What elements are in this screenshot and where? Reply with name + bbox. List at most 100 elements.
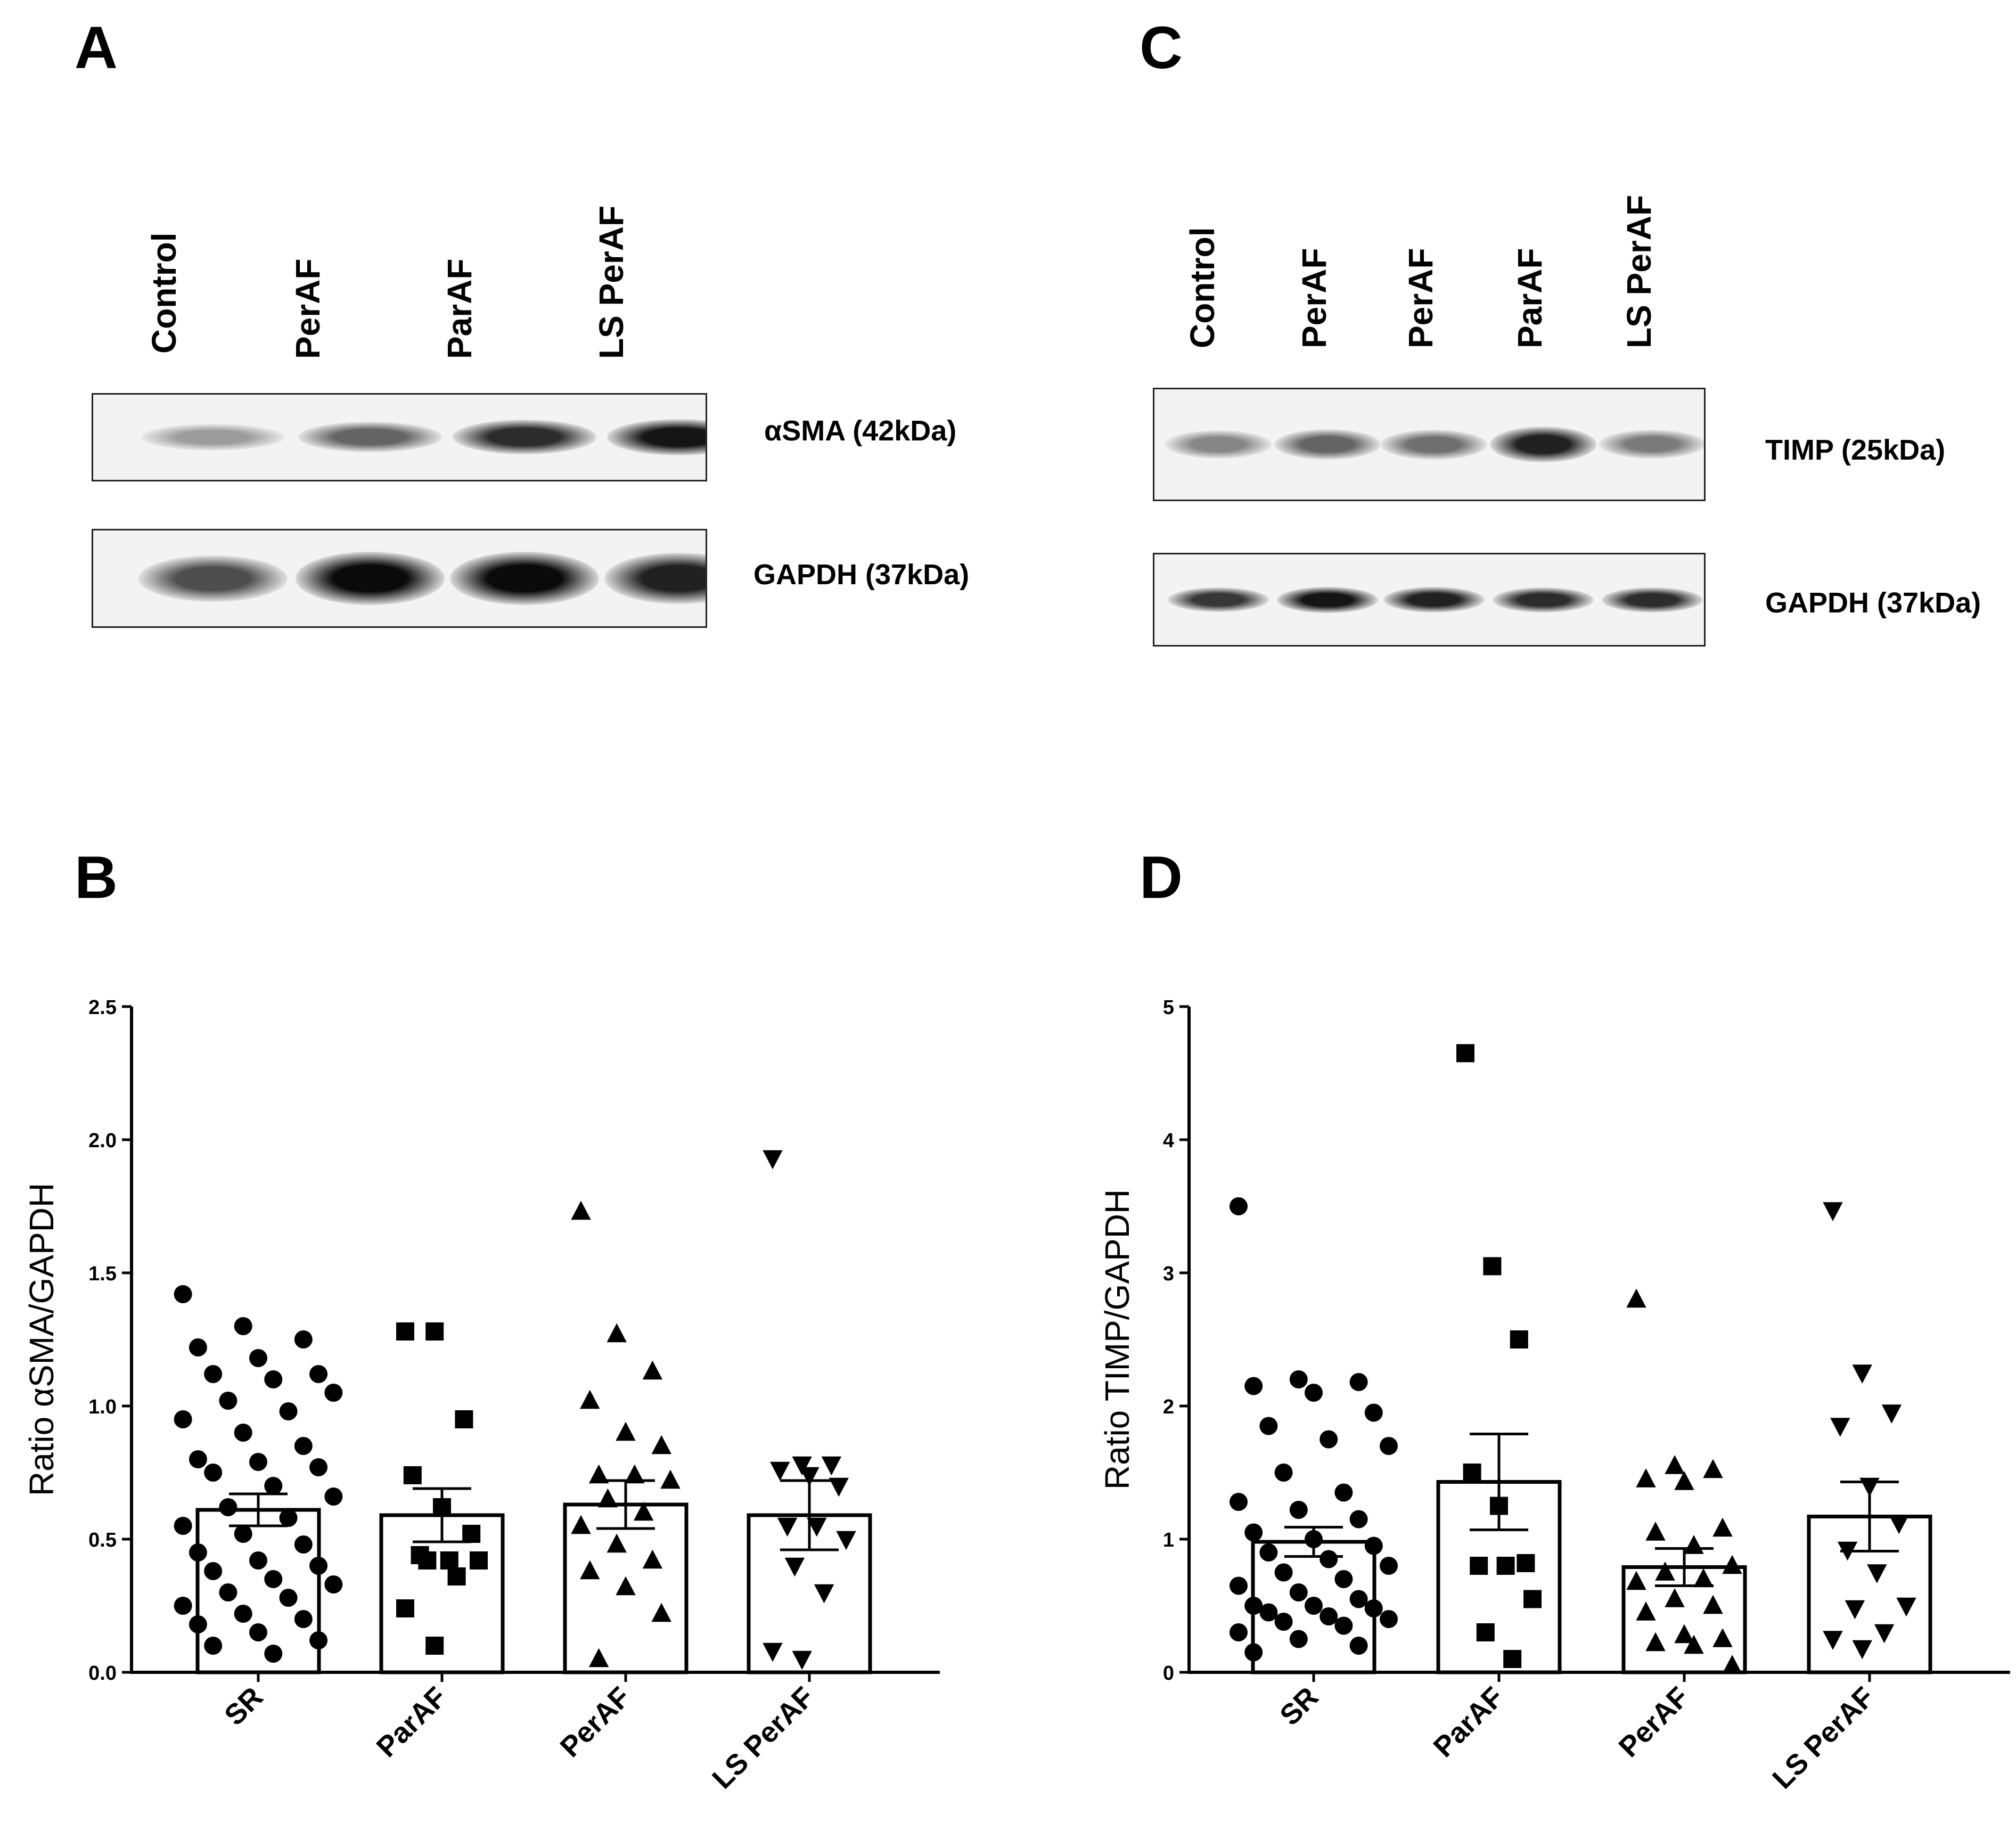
y-tick-label: 5 [1163, 996, 1174, 1019]
data-point [1230, 1493, 1248, 1511]
data-point [1364, 1403, 1383, 1422]
data-point [770, 1461, 790, 1481]
data-point [607, 1323, 627, 1343]
data-point [294, 1437, 313, 1455]
data-point [234, 1525, 252, 1543]
data-point [1380, 1610, 1398, 1628]
data-point [616, 1576, 636, 1596]
y-tick-label: 4 [1163, 1130, 1174, 1152]
lane-label-a-3: ParAF [440, 258, 479, 359]
data-point [1364, 1536, 1383, 1555]
data-point [1523, 1590, 1542, 1608]
data-point [660, 1469, 681, 1489]
x-tick-label: ParAF [1428, 1681, 1510, 1763]
data-point [1823, 1631, 1843, 1650]
blot-gapdh-a [92, 529, 707, 628]
data-point [1636, 1601, 1656, 1621]
lane-label-a-4: LS PerAF [592, 205, 630, 359]
blot-label-timp: TIMP (25kDa) [1765, 434, 1946, 466]
y-tick-label: 0 [1163, 1662, 1174, 1685]
data-point [1289, 1583, 1308, 1601]
blot-band [453, 420, 596, 455]
blot-band [298, 422, 442, 453]
data-point [279, 1509, 298, 1527]
data-point [1845, 1600, 1865, 1620]
blot-band [1165, 430, 1272, 459]
x-tick-label: PerAF [1613, 1681, 1695, 1763]
data-point [1305, 1597, 1323, 1615]
y-axis-label: Ratio αSMA/GAPDH [22, 1183, 61, 1496]
data-point [625, 1464, 645, 1484]
data-point [1259, 1543, 1278, 1562]
data-point [264, 1370, 283, 1388]
data-point [571, 1515, 591, 1534]
data-point [425, 1322, 444, 1341]
data-point [616, 1421, 636, 1441]
data-point [1230, 1197, 1248, 1215]
data-point [1823, 1202, 1843, 1221]
data-point [1830, 1418, 1850, 1437]
y-axis-label: Ratio TIMP/GAPDH [1098, 1189, 1136, 1490]
panel-letter-d: D [1140, 844, 1183, 911]
blot-label-gapdh-a: GAPDH (37kDa) [753, 559, 970, 591]
data-point [763, 1150, 783, 1170]
data-point [294, 1535, 313, 1554]
blot-band [1383, 587, 1485, 613]
x-tick-label: SR [218, 1681, 269, 1731]
data-point [189, 1338, 207, 1356]
lane-label-a-2: PerAF [289, 258, 327, 359]
data-point [792, 1650, 812, 1670]
data-point [580, 1560, 600, 1580]
data-point [814, 1584, 834, 1604]
data-point [1334, 1570, 1353, 1588]
data-point [403, 1466, 422, 1484]
data-point [1289, 1630, 1308, 1648]
data-point [249, 1623, 267, 1641]
data-point [777, 1517, 798, 1537]
data-point [1722, 1555, 1742, 1574]
blot-timp [1153, 388, 1706, 501]
data-point [1867, 1564, 1887, 1583]
data-point [1852, 1364, 1872, 1384]
blot-band [1599, 430, 1704, 459]
data-point [324, 1487, 343, 1506]
data-point [294, 1330, 313, 1348]
y-tick-label: 1 [1163, 1529, 1174, 1551]
data-point [1684, 1634, 1704, 1654]
data-point [455, 1410, 473, 1428]
data-point [1703, 1459, 1723, 1478]
data-point [1896, 1597, 1916, 1617]
data-point [651, 1435, 671, 1454]
blot-band [1490, 427, 1596, 463]
data-point [1334, 1483, 1353, 1502]
data-point [174, 1285, 192, 1303]
data-point [324, 1575, 343, 1593]
data-point [204, 1637, 223, 1655]
y-tick-label: 1.5 [88, 1263, 117, 1285]
x-tick-label: SR [1274, 1681, 1324, 1731]
data-point [588, 1648, 609, 1668]
data-point [447, 1567, 466, 1585]
blot-band [607, 419, 706, 455]
data-point [189, 1615, 207, 1633]
data-point [309, 1365, 328, 1383]
data-point [1274, 1613, 1293, 1631]
data-point [1722, 1655, 1742, 1674]
data-point [763, 1642, 783, 1662]
blot-label-asma: αSMA (42kDa) [764, 415, 957, 447]
data-point [1712, 1517, 1733, 1537]
data-point [418, 1551, 437, 1570]
data-point [234, 1424, 252, 1442]
data-point [1665, 1455, 1685, 1474]
data-point [1349, 1590, 1368, 1608]
data-point [470, 1551, 488, 1570]
data-point [279, 1589, 298, 1607]
data-point [1463, 1464, 1481, 1482]
blot-gapdh-c [1153, 553, 1706, 647]
data-point [1645, 1522, 1666, 1541]
lane-label-c-1: Control [1183, 227, 1222, 349]
data-point [174, 1597, 192, 1615]
blot-band [1168, 587, 1269, 612]
data-point [1349, 1510, 1368, 1529]
data-point [1380, 1557, 1398, 1575]
